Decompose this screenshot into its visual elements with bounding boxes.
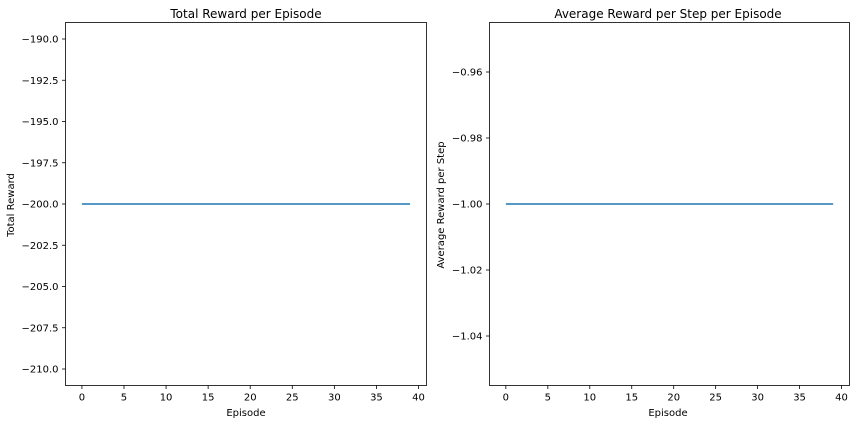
x-axis-label: Episode bbox=[648, 408, 687, 419]
x-tick-label: 10 bbox=[583, 393, 596, 404]
x-tick-label: 25 bbox=[709, 393, 722, 404]
y-tick-label: −1.02 bbox=[452, 266, 483, 277]
x-tick-label: 25 bbox=[286, 393, 299, 404]
y-tick-label: −197.5 bbox=[21, 158, 58, 169]
y-axis-label: Total Reward bbox=[6, 173, 17, 238]
x-tick-label: 0 bbox=[79, 393, 85, 404]
plot-area-frame bbox=[489, 22, 850, 386]
y-tick-label: −1.00 bbox=[452, 200, 483, 211]
y-axis-label: Average Reward per Step bbox=[436, 141, 447, 268]
y-tick-label: −1.04 bbox=[452, 332, 483, 343]
x-tick-label: 20 bbox=[244, 393, 257, 404]
x-tick-label: 20 bbox=[667, 393, 680, 404]
x-tick-label: 10 bbox=[160, 393, 173, 404]
x-tick-label: 30 bbox=[751, 393, 764, 404]
x-tick-label: 40 bbox=[412, 393, 425, 404]
y-tick-label: −195.0 bbox=[21, 117, 58, 128]
total-reward-chart: Total Reward per Episode Episode Total R… bbox=[6, 7, 427, 419]
y-tick-label: −202.5 bbox=[21, 241, 58, 252]
y-tick-label: −0.98 bbox=[452, 134, 483, 145]
y-tick-label: −190.0 bbox=[21, 35, 58, 46]
y-tick-label: −205.0 bbox=[21, 282, 58, 293]
y-tick-label: −0.96 bbox=[452, 68, 483, 79]
x-tick-label: 35 bbox=[793, 393, 806, 404]
y-tick-label: −210.0 bbox=[21, 365, 58, 376]
tick-group: 0 5 10 15 20 25 30 35 40 −190.0 −192.5 −195.0 −197.5… bbox=[21, 35, 424, 404]
tick-group: 0 5 10 15 20 25 30 35 40 −0.96 −0.98 −1.00 −1.02 −1.0… bbox=[452, 68, 848, 404]
x-tick-label: 15 bbox=[625, 393, 638, 404]
y-tick-label: −207.5 bbox=[21, 323, 58, 334]
x-tick-label: 5 bbox=[121, 393, 127, 404]
x-tick-label: 30 bbox=[328, 393, 341, 404]
chart-title: Average Reward per Step per Episode bbox=[554, 7, 781, 21]
average-reward-chart: Average Reward per Step per Episode Epis… bbox=[436, 7, 850, 419]
x-axis-label: Episode bbox=[226, 408, 265, 419]
plot-area-frame bbox=[65, 22, 427, 386]
y-tick-label: −192.5 bbox=[21, 76, 58, 87]
x-tick-label: 35 bbox=[370, 393, 383, 404]
y-tick-label: −200.0 bbox=[21, 200, 58, 211]
x-tick-label: 15 bbox=[202, 393, 215, 404]
x-tick-label: 0 bbox=[503, 393, 509, 404]
x-tick-label: 40 bbox=[835, 393, 848, 404]
chart-title: Total Reward per Episode bbox=[169, 7, 321, 21]
x-tick-label: 5 bbox=[545, 393, 551, 404]
